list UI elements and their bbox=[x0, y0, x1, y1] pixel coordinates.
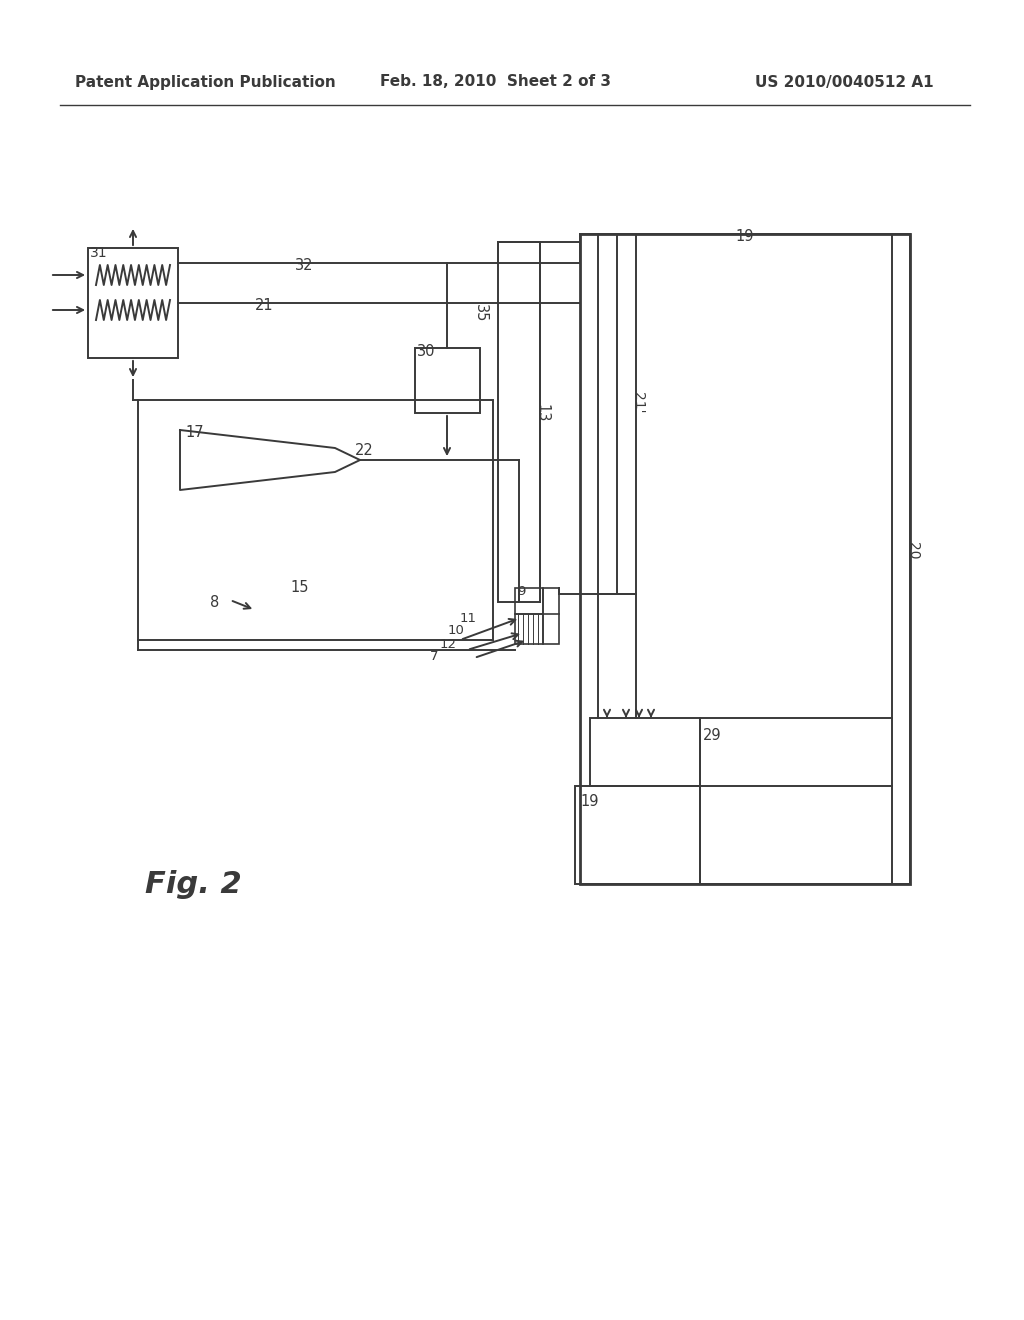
Bar bbox=[515, 587, 543, 614]
Text: 10: 10 bbox=[449, 624, 465, 638]
Bar bbox=[575, 785, 700, 884]
Bar bbox=[415, 348, 480, 413]
Bar bbox=[515, 614, 543, 644]
Text: 8: 8 bbox=[210, 595, 219, 610]
Bar bbox=[580, 234, 910, 884]
Text: 20: 20 bbox=[906, 541, 920, 558]
Text: 29: 29 bbox=[703, 729, 722, 743]
Bar bbox=[543, 587, 559, 644]
Bar bbox=[138, 400, 493, 640]
Bar bbox=[590, 718, 700, 785]
Text: 15: 15 bbox=[290, 579, 308, 595]
Text: 11: 11 bbox=[460, 612, 477, 624]
Text: 32: 32 bbox=[295, 257, 313, 273]
Text: 31: 31 bbox=[90, 246, 108, 260]
Text: 9: 9 bbox=[517, 585, 525, 598]
Text: 19: 19 bbox=[580, 795, 598, 809]
Text: 21': 21' bbox=[631, 392, 645, 414]
Text: Feb. 18, 2010  Sheet 2 of 3: Feb. 18, 2010 Sheet 2 of 3 bbox=[380, 74, 611, 90]
Text: 17: 17 bbox=[185, 425, 204, 440]
Text: 13: 13 bbox=[535, 404, 550, 422]
Text: 30: 30 bbox=[417, 345, 435, 359]
Text: US 2010/0040512 A1: US 2010/0040512 A1 bbox=[755, 74, 934, 90]
Text: Fig. 2: Fig. 2 bbox=[145, 870, 242, 899]
Text: 35: 35 bbox=[472, 304, 487, 322]
Bar bbox=[498, 242, 540, 602]
Bar bbox=[88, 248, 178, 358]
Bar bbox=[598, 234, 636, 594]
Text: 21: 21 bbox=[255, 298, 273, 313]
Text: 19: 19 bbox=[735, 228, 754, 244]
Text: 22: 22 bbox=[355, 444, 374, 458]
Text: 7: 7 bbox=[430, 649, 438, 663]
Text: 12: 12 bbox=[440, 638, 457, 651]
Text: Patent Application Publication: Patent Application Publication bbox=[75, 74, 336, 90]
